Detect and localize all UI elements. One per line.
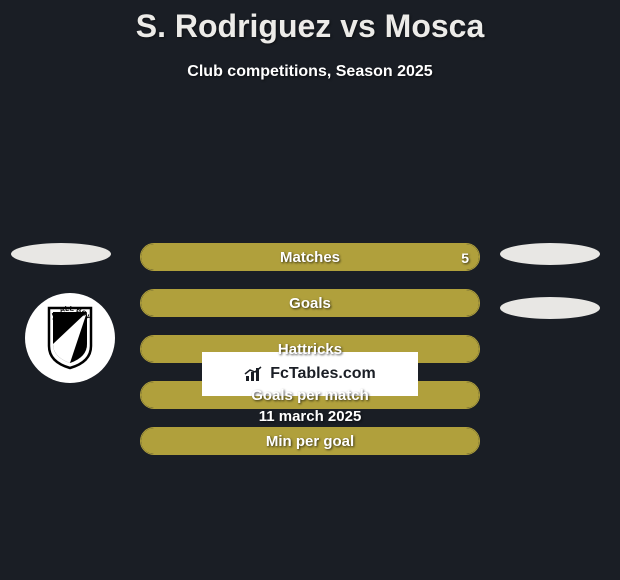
player-left-ellipse	[11, 243, 111, 265]
stat-bar-row: Goals per match	[140, 381, 480, 409]
bar-label: Goals per match	[141, 382, 479, 409]
chart-icon	[244, 366, 264, 382]
bar-label: Matches	[141, 244, 479, 271]
club-logo: C.A. ALL BOYS	[25, 293, 115, 383]
subtitle: Club competitions, Season 2025	[0, 63, 620, 81]
stat-bars: Matches5 Goals Hattricks Goals per match Min…	[140, 243, 480, 473]
stat-bar-row: Goals	[140, 289, 480, 317]
bar-label: Goals	[141, 290, 479, 317]
stat-bar-row: Min per goal	[140, 427, 480, 455]
bar-label: Hattricks	[141, 336, 479, 363]
bar-label: Min per goal	[141, 428, 479, 455]
page-title: S. Rodriguez vs Mosca	[0, 0, 620, 45]
club-shield-icon: C.A. ALL BOYS	[47, 306, 93, 370]
stat-bar-row: Hattricks	[140, 335, 480, 363]
bar-value-right: 5	[461, 244, 469, 271]
watermark-text: FcTables.com	[270, 365, 376, 383]
date-text: 11 march 2025	[0, 408, 620, 425]
stat-bar-row: Matches5	[140, 243, 480, 271]
player-right-ellipse-1	[500, 243, 600, 265]
player-right-ellipse-2	[500, 297, 600, 319]
